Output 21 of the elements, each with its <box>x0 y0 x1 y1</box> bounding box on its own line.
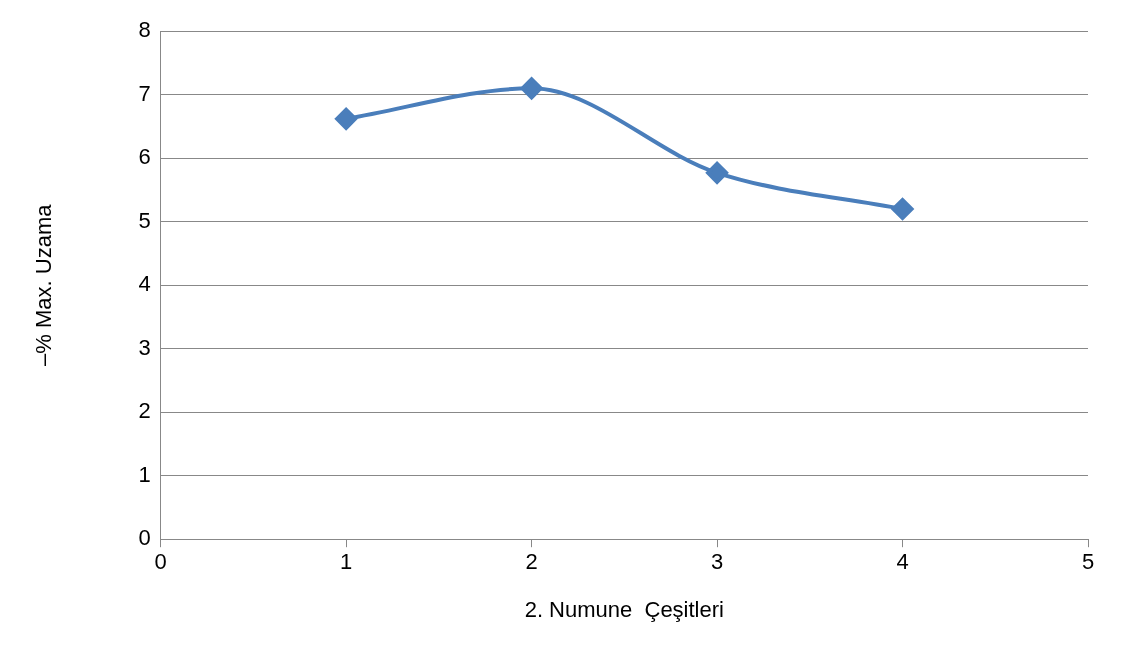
x-tick-label: 2 <box>525 549 538 575</box>
x-tick-label: 0 <box>154 549 167 575</box>
y-tick-label: 5 <box>138 207 151 233</box>
x-tick-label: 1 <box>339 549 353 575</box>
y-axis-title: –% Max. Uzama <box>31 203 57 366</box>
y-tick-label: 0 <box>138 525 151 551</box>
y-tick-label: 1 <box>138 461 151 487</box>
x-tick-label: 5 <box>1081 549 1095 575</box>
point <box>520 77 543 100</box>
point <box>706 161 729 184</box>
x-tick-label: 3 <box>710 549 724 575</box>
y-tick-label: 6 <box>138 144 151 170</box>
y-tick-label: 7 <box>138 80 151 106</box>
y-tick-label: 8 <box>138 17 151 43</box>
point <box>891 198 914 220</box>
y-tick-label: 3 <box>138 334 151 360</box>
point <box>335 107 358 130</box>
y-tick-label: 2 <box>138 398 151 424</box>
x-tick-label: 4 <box>896 549 909 575</box>
y-tick-label: 4 <box>138 271 151 297</box>
x-axis-title: 2. Numune Çeşitleri <box>524 596 724 622</box>
